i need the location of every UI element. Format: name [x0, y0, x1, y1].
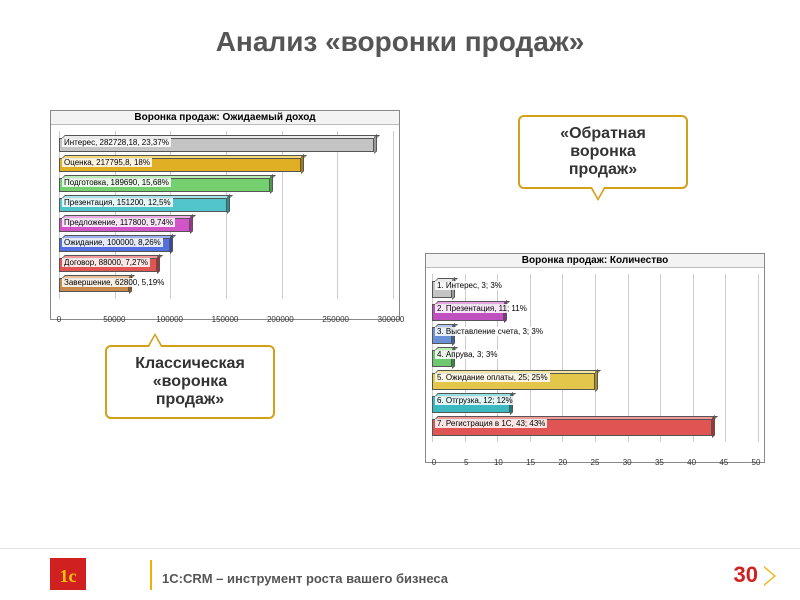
bar-side: [170, 234, 173, 254]
chart-reverse-funnel: Воронка продаж: Количество 1. Интерес, 3…: [425, 253, 765, 463]
xaxis-tick: 45: [719, 458, 728, 467]
bar-label: 7. Регистрация в 1С, 43; 43%: [435, 419, 547, 428]
page-title: Анализ «воронки продаж»: [0, 0, 800, 58]
bar-label: Договор, 88000, 7,27%: [62, 258, 150, 267]
bar-label: 3. Выставление счета, 3; 3%: [435, 327, 545, 336]
xaxis-tick: 35: [655, 458, 664, 467]
bar-row: 6. Отгрузка, 12; 12%: [432, 393, 758, 414]
bar-side: [270, 174, 273, 194]
xaxis-tick: 150000: [212, 315, 239, 324]
page-number: 30: [734, 562, 758, 588]
xaxis-tick: 0: [432, 458, 436, 467]
bar-side: [374, 134, 377, 154]
bar-row: 1. Интерес, 3; 3%: [432, 278, 758, 299]
bar-row: Интерес, 282728,18, 23,37%: [59, 135, 391, 153]
callout-reverse: «Обратная воронка продаж»: [518, 115, 688, 189]
footer-text: 1С:CRM – инструмент роста вашего бизнеса: [162, 571, 448, 586]
logo-1c-icon: 1c: [50, 558, 86, 590]
callout-reverse-text: «Обратная воронка продаж»: [560, 125, 646, 178]
callout-tail-icon: [147, 333, 163, 347]
xaxis-tick: 20: [558, 458, 567, 467]
chart2-plot: 1. Интерес, 3; 3% 2. Презентация, 11; 11%…: [432, 274, 758, 442]
callout-classic-text: Классическая «воронка продаж»: [135, 355, 245, 408]
gridline: [393, 131, 394, 299]
bar-side: [227, 194, 230, 214]
callout-tail-icon: [590, 187, 606, 201]
bar-row: 7. Регистрация в 1С, 43; 43%: [432, 416, 758, 437]
bar-row: Подготовка, 189690, 15,68%: [59, 175, 391, 193]
bar-label: Интерес, 282728,18, 23,37%: [62, 138, 171, 147]
bar-side: [712, 415, 715, 438]
bar-label: Оценка, 217795,8, 18%: [62, 158, 152, 167]
bar-side: [190, 214, 193, 234]
bar-row: Оценка, 217795,8, 18%: [59, 155, 391, 173]
bar-row: 5. Ожидание оплаты, 25; 25%: [432, 370, 758, 391]
footer: 1c 1С:CRM – инструмент роста вашего бизн…: [0, 548, 800, 600]
bar-label: 4. Апрува, 3; 3%: [435, 350, 499, 359]
xaxis-tick: 25: [591, 458, 600, 467]
xaxis-tick: 5: [464, 458, 468, 467]
xaxis-tick: 0: [57, 315, 61, 324]
xaxis-tick: 50000: [103, 315, 125, 324]
bar-row: 4. Апрува, 3; 3%: [432, 347, 758, 368]
chart2-title: Воронка продаж: Количество: [426, 254, 764, 268]
xaxis-tick: 100000: [156, 315, 183, 324]
footer-divider: [150, 560, 152, 590]
chart1-plot: Интерес, 282728,18, 23,37% Оценка, 217795…: [59, 131, 391, 299]
bar-side: [157, 254, 160, 274]
chart-classic-funnel: Воронка продаж: Ожидаемый доход Интерес,…: [50, 110, 400, 320]
bar-label: 1. Интерес, 3; 3%: [435, 281, 504, 290]
bar-label: 2. Презентация, 11; 11%: [435, 304, 529, 313]
bar-label: 6. Отгрузка, 12; 12%: [435, 396, 515, 405]
xaxis-tick: 50: [752, 458, 761, 467]
logo-text: 1c: [60, 562, 77, 590]
xaxis-tick: 40: [687, 458, 696, 467]
bar-label: Ожидание, 100000, 8,26%: [62, 238, 163, 247]
bar-row: Ожидание, 100000, 8,26%: [59, 235, 391, 253]
bar-row: Завершение, 62800, 5,19%: [59, 275, 391, 293]
xaxis-tick: 250000: [322, 315, 349, 324]
page-chevron-icon: [764, 566, 776, 586]
bar-row: Презентация, 151200, 12,5%: [59, 195, 391, 213]
callout-classic: Классическая «воронка продаж»: [105, 345, 275, 419]
bar-side: [595, 369, 598, 392]
bar-row: Предложение, 117800, 9,74%: [59, 215, 391, 233]
gridline: [758, 274, 759, 442]
bar-row: 3. Выставление счета, 3; 3%: [432, 324, 758, 345]
xaxis-tick: 200000: [267, 315, 294, 324]
xaxis-tick: 10: [494, 458, 503, 467]
bar-label: Завершение, 62800, 5,19%: [62, 278, 166, 287]
bar-row: 2. Презентация, 11; 11%: [432, 301, 758, 322]
bar-label: Презентация, 151200, 12,5%: [62, 198, 173, 207]
bar-label: 5. Ожидание оплаты, 25; 25%: [435, 373, 550, 382]
bar-row: Договор, 88000, 7,27%: [59, 255, 391, 273]
xaxis-tick: 300000: [378, 315, 405, 324]
chart1-title: Воронка продаж: Ожидаемый доход: [51, 111, 399, 125]
xaxis-tick: 15: [526, 458, 535, 467]
xaxis-tick: 30: [623, 458, 632, 467]
bar-label: Предложение, 117800, 9,74%: [62, 218, 175, 227]
bar-label: Подготовка, 189690, 15,68%: [62, 178, 171, 187]
